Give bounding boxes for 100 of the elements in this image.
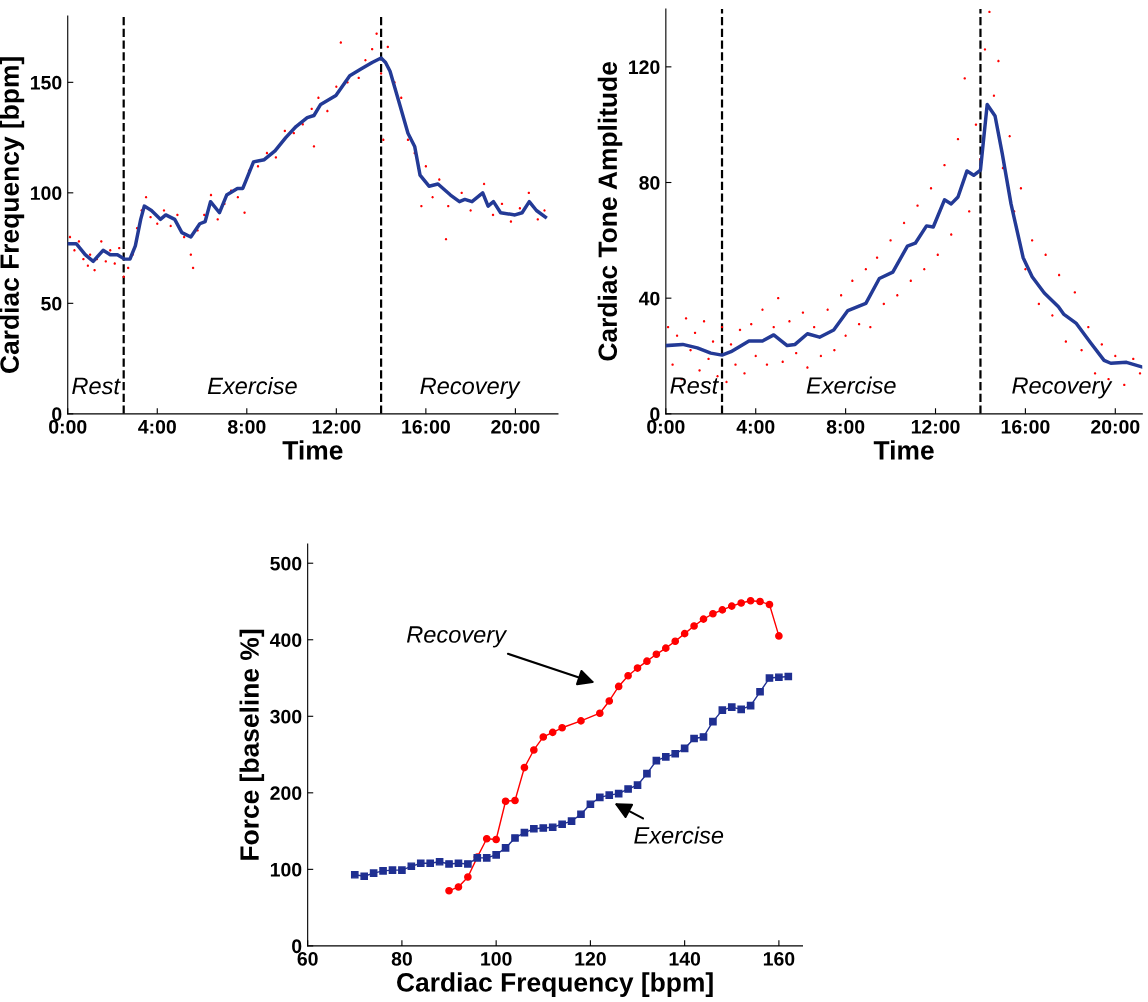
annotation: Exercise (634, 826, 724, 844)
point (596, 709, 604, 718)
annotation: Rest (670, 377, 720, 394)
x-tick-label: 12:00 (312, 419, 361, 434)
y-tick-label: 100 (270, 862, 302, 877)
point (709, 609, 717, 618)
point (511, 796, 519, 805)
point (558, 723, 566, 732)
point (709, 717, 717, 726)
point (746, 596, 755, 605)
point (464, 860, 472, 868)
point (699, 733, 708, 741)
point (501, 844, 510, 852)
annotation: Recovery (406, 626, 508, 648)
x-axis-title: Time (282, 440, 343, 460)
x-tick-label: 60 (297, 951, 318, 966)
point (454, 859, 463, 868)
x-tick-label: 80 (391, 951, 412, 966)
point (426, 859, 435, 868)
point (596, 793, 604, 802)
point (605, 697, 614, 705)
y-tick-label: 500 (270, 556, 302, 571)
point (398, 866, 406, 874)
point (671, 637, 680, 646)
y-tick-label: 80 (639, 175, 660, 190)
point (718, 706, 727, 714)
point (737, 599, 746, 607)
x-tick-label: 4:00 (736, 419, 775, 434)
point (624, 785, 632, 793)
line-series (665, 102, 1143, 369)
point (511, 834, 519, 842)
point (680, 629, 689, 638)
y-tick-label: 0 (650, 407, 660, 422)
y-tick-label: 300 (270, 709, 302, 724)
annotation: Exercise (207, 376, 297, 395)
y-tick-label: 200 (270, 786, 302, 801)
x-tick-label: 16:00 (402, 419, 450, 434)
point (492, 835, 500, 844)
point (492, 850, 500, 859)
x-tick-label: 0:00 (49, 419, 87, 434)
point (577, 717, 585, 725)
y-axis-title: Cardiac Frequency [bpm] (0, 57, 25, 373)
x-tick-label: 140 (669, 951, 701, 966)
x-tick-label: 100 (481, 951, 512, 966)
line-series (67, 56, 548, 264)
point (416, 859, 425, 868)
point (737, 705, 746, 714)
point (350, 870, 359, 879)
point (445, 886, 453, 895)
point (530, 746, 538, 754)
x-tick-label: 20:00 (491, 419, 540, 434)
point (661, 753, 670, 761)
point (765, 600, 774, 609)
point (690, 622, 698, 630)
x-tick-label: 8:00 (227, 419, 266, 434)
point (690, 734, 698, 743)
point (633, 664, 642, 672)
point (520, 763, 529, 772)
point (567, 817, 576, 825)
y-tick-label: 400 (269, 633, 302, 647)
x-tick-label: 16:00 (1001, 419, 1050, 434)
point (756, 597, 764, 606)
point (643, 769, 651, 778)
point (360, 872, 369, 881)
point (624, 671, 632, 680)
y-tick-label: 100 (30, 186, 62, 201)
x-tick-label: 12:00 (911, 419, 960, 434)
point (454, 883, 463, 891)
x-tick-label: 160 (763, 951, 795, 966)
point (501, 797, 510, 806)
point (756, 687, 764, 696)
x-tick-label: 120 (575, 951, 606, 966)
x-axis-title: Cardiac Frequency [bpm] (397, 972, 713, 997)
point (388, 866, 397, 874)
x-tick-label: 0:00 (647, 419, 685, 434)
point (643, 657, 651, 666)
point (699, 615, 708, 623)
point (727, 602, 736, 610)
annotation: Recovery (1012, 377, 1113, 399)
point (671, 749, 680, 758)
point (369, 869, 378, 878)
y-tick-label: 120 (629, 60, 660, 75)
point (379, 867, 387, 875)
point (586, 800, 595, 809)
y-axis-title: Cardiac Tone Amplitude (597, 62, 623, 361)
point (718, 606, 727, 614)
point (539, 824, 548, 832)
point (661, 644, 670, 652)
point (548, 728, 557, 737)
x-tick-label: 4:00 (138, 419, 176, 434)
y-tick-label: 0 (292, 939, 302, 954)
point (407, 862, 416, 871)
point (784, 672, 793, 681)
point (652, 650, 661, 659)
point (445, 860, 453, 868)
y-tick-label: 50 (41, 296, 62, 311)
point (765, 674, 774, 682)
annotation: Rest (72, 377, 121, 395)
point (558, 820, 566, 829)
x-axis-title: Time (873, 440, 934, 460)
